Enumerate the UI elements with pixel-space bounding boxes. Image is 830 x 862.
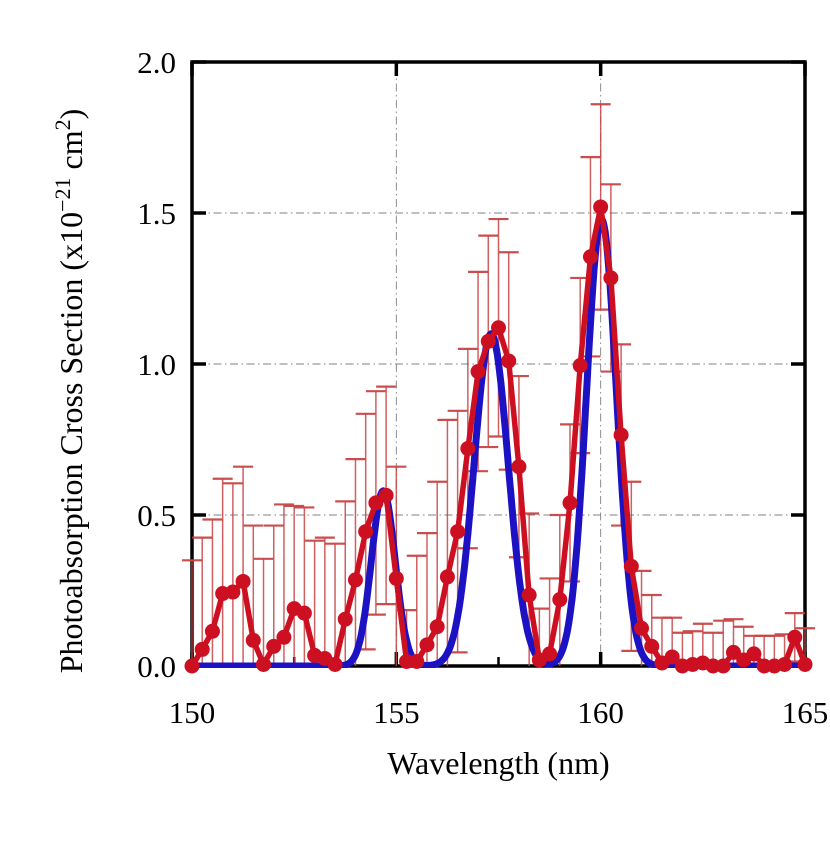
data-point-marker xyxy=(358,524,374,540)
data-point-marker xyxy=(194,641,210,657)
data-point-marker xyxy=(572,358,588,374)
data-point-marker xyxy=(521,587,537,603)
y-tick-label: 2.0 xyxy=(137,45,176,80)
data-point-marker xyxy=(460,441,476,457)
data-point-marker xyxy=(644,638,660,654)
data-point-marker xyxy=(256,656,272,672)
data-point-marker xyxy=(593,199,609,215)
x-tick-label: 155 xyxy=(373,695,420,730)
data-point-marker xyxy=(715,658,731,674)
data-point-marker xyxy=(501,353,517,369)
data-point-marker xyxy=(388,570,404,586)
data-point-marker xyxy=(542,646,558,662)
photoabsorption-spectrum-chart: 150 155 160 165 0.0 0.5 1.0 1.5 2.0 Wavelength (n… xyxy=(50,45,828,781)
x-tick-label: 150 xyxy=(169,695,216,730)
data-point-marker xyxy=(491,320,506,336)
data-point-marker xyxy=(511,459,527,475)
data-point-marker xyxy=(797,656,813,672)
data-point-marker xyxy=(623,558,639,574)
data-point-marker xyxy=(378,487,394,503)
data-point-marker xyxy=(746,646,762,662)
chart-figure: 150 155 160 165 0.0 0.5 1.0 1.5 2.0 Wavelength (n… xyxy=(40,16,830,846)
y-tick-label: 0.0 xyxy=(137,649,176,684)
y-axis-label: Photoabsorption Cross Section (x10−21 cm… xyxy=(50,109,89,674)
data-point-layer xyxy=(184,199,813,674)
data-point-marker xyxy=(368,495,384,511)
data-point-marker xyxy=(204,623,220,639)
data-point-marker xyxy=(337,611,353,627)
data-point-marker xyxy=(429,619,445,635)
x-tick-label: 165 xyxy=(782,695,829,730)
data-point-marker xyxy=(419,637,435,653)
data-point-marker xyxy=(245,632,261,648)
data-point-marker xyxy=(409,653,425,669)
data-point-marker xyxy=(725,644,741,660)
data-point-marker xyxy=(787,629,803,645)
data-point-marker xyxy=(184,658,200,674)
data-point-marker xyxy=(450,524,466,540)
data-point-marker xyxy=(327,656,343,672)
data-point-marker xyxy=(582,249,598,265)
data-point-marker xyxy=(225,584,241,600)
data-point-marker xyxy=(664,649,680,665)
data-point-marker xyxy=(634,620,650,636)
data-point-marker xyxy=(480,333,496,349)
data-point-marker xyxy=(613,427,629,443)
data-point-marker xyxy=(470,364,486,380)
label-layer: 150 155 160 165 0.0 0.5 1.0 1.5 2.0 Wavelength (n… xyxy=(50,45,828,781)
data-point-marker xyxy=(552,592,568,608)
data-point-marker xyxy=(296,605,312,621)
data-point-marker xyxy=(266,638,282,654)
x-tick-label: 160 xyxy=(577,695,624,730)
y-tick-label: 1.0 xyxy=(137,347,176,382)
data-point-marker xyxy=(235,573,251,589)
data-point-marker xyxy=(562,495,578,511)
y-tick-label: 1.5 xyxy=(137,196,176,231)
data-point-marker xyxy=(276,629,292,645)
data-point-marker xyxy=(347,572,363,588)
y-tick-label: 0.5 xyxy=(137,498,176,533)
data-point-marker xyxy=(777,656,793,672)
x-axis-label: Wavelength (nm) xyxy=(387,745,609,781)
data-point-marker xyxy=(603,270,619,286)
data-point-marker xyxy=(439,569,455,585)
